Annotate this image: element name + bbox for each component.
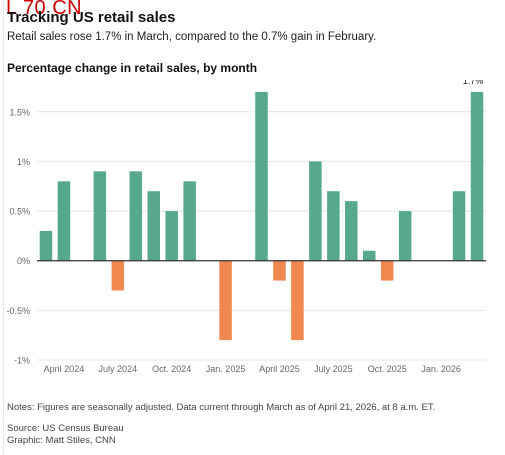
bar-jan-2025 xyxy=(219,260,232,341)
bar-sep-2025 xyxy=(363,250,376,261)
bar-jul-2024 xyxy=(111,260,125,291)
bar-mar-2024 xyxy=(39,230,53,261)
bar-jun-2025 xyxy=(309,161,322,261)
y-tick-label: -0.5% xyxy=(6,306,30,316)
bar-aug-2024 xyxy=(129,171,143,261)
left-border-rule xyxy=(3,0,4,455)
y-tick-label: 1.5% xyxy=(9,107,30,117)
cnn-logo: L 70 CN xyxy=(6,0,83,19)
bar-oct-2024 xyxy=(165,211,178,261)
y-tick-label: 0.5% xyxy=(9,207,30,217)
x-tick-label: April 2024 xyxy=(44,364,85,374)
y-tick-label: 1% xyxy=(17,157,30,167)
page-subtitle: Retail sales rose 1.7% in March, compare… xyxy=(7,31,377,43)
bar-aug-2025 xyxy=(345,201,358,261)
bar-mar-2025 xyxy=(255,91,268,261)
bar-oct-2025 xyxy=(380,260,394,281)
data-label: 1.7% xyxy=(463,80,484,86)
x-tick-label: Oct. 2024 xyxy=(152,364,191,374)
bar-mar-2026 xyxy=(470,91,484,261)
x-tick-label: April 2025 xyxy=(259,364,300,374)
y-tick-label: 0% xyxy=(17,256,30,266)
bar-jul-2025 xyxy=(327,191,340,261)
x-tick-label: Jan. 2025 xyxy=(206,364,246,374)
notes-text: Notes: Figures are seasonally adjusted. … xyxy=(7,402,436,413)
bar-may-2025 xyxy=(291,260,304,341)
y-tick-label: -1% xyxy=(14,356,30,366)
bar-apr-2024 xyxy=(57,181,71,261)
source-text: Source: US Census Bureau xyxy=(7,423,124,434)
x-tick-label: Oct. 2025 xyxy=(368,364,407,374)
bar-jun-2024 xyxy=(93,171,107,261)
chart-title: Percentage change in retail sales, by mo… xyxy=(7,61,258,75)
credit-text: Graphic: Matt Stiles, CNN xyxy=(7,435,116,446)
bar-nov-2024 xyxy=(183,181,196,261)
x-tick-label: July 2024 xyxy=(99,364,138,374)
bar-feb-2026 xyxy=(452,191,466,261)
x-tick-label: Jan. 2026 xyxy=(421,364,461,374)
retail-sales-bar-chart: -1% -0.5% 0% 0.5% 1% 1.5% April 2024 July 2024 O… xyxy=(6,80,486,374)
page-title: Tracking US retail sales xyxy=(7,9,176,26)
bar-nov-2025 xyxy=(398,211,412,261)
bar-apr-2025 xyxy=(273,260,286,281)
x-tick-label: July 2025 xyxy=(314,364,353,374)
bar-sep-2024 xyxy=(147,191,160,261)
